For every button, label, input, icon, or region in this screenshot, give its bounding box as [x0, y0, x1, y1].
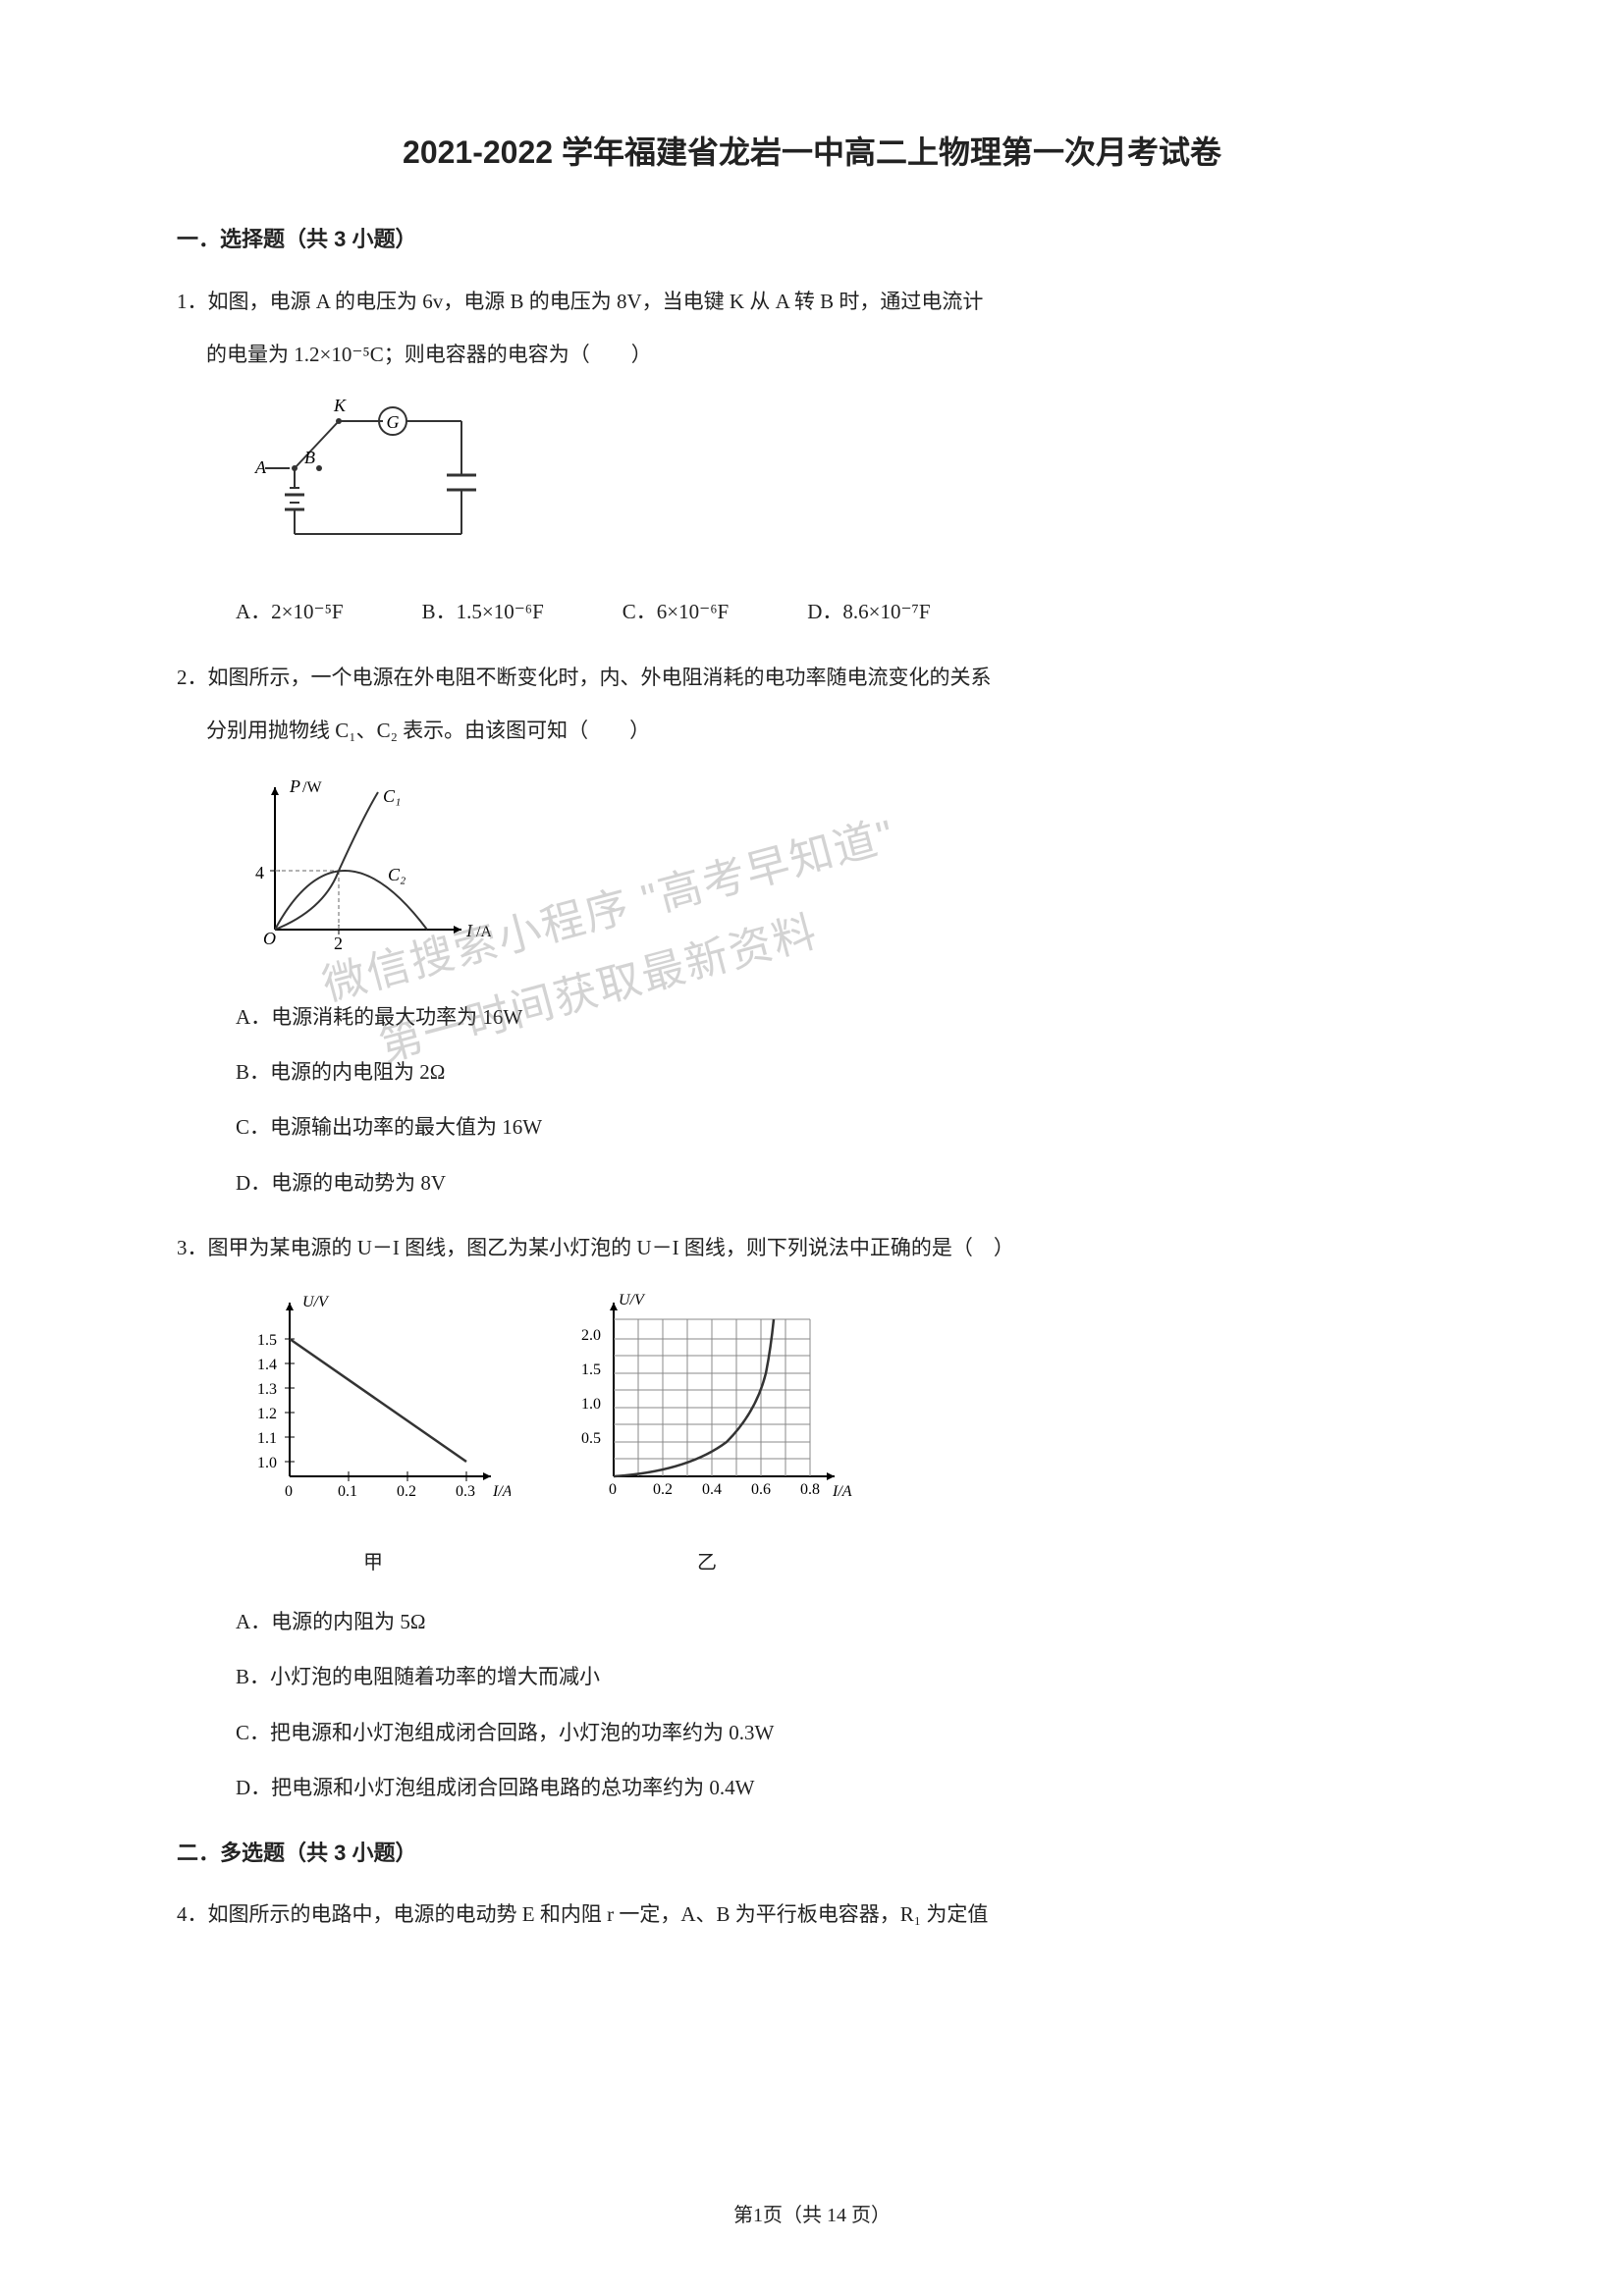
svg-text:1.3: 1.3 — [257, 1381, 277, 1398]
section1-header: 一．选择题（共 3 小题） — [177, 216, 1447, 263]
svg-text:2: 2 — [334, 934, 343, 953]
q3-chart-left-label: 甲 — [236, 1541, 511, 1584]
question-3: 3．图甲为某电源的 U－I 图线，图乙为某小灯泡的 U－I 图线，则下列说法中正… — [177, 1225, 1447, 1810]
svg-text:G: G — [387, 412, 400, 432]
svg-text:0.2: 0.2 — [397, 1483, 416, 1500]
svg-text:1.2: 1.2 — [257, 1406, 277, 1422]
q2-option-d: D．电源的电动势为 8V — [236, 1160, 1447, 1205]
svg-text:0.6: 0.6 — [751, 1481, 771, 1498]
section2-header: 二．多选题（共 3 小题） — [177, 1830, 1447, 1877]
q1-circuit-diagram: G K A B — [177, 397, 1447, 569]
svg-text:I/A: I/A — [492, 1483, 511, 1500]
question-2: 2．如图所示，一个电源在外电阻不断变化时，内、外电阻消耗的电功率随电流变化的关系… — [177, 655, 1447, 1205]
q3-chart-right-label: 乙 — [560, 1541, 854, 1584]
q2-options: A．电源消耗的最大功率为 16W B．电源的内电阻为 2Ω C．电源输出功率的最… — [177, 994, 1447, 1205]
svg-text:C₁: C₁ — [383, 786, 401, 806]
q2-text-line2: 分别用抛物线 C₁、C₂ 表示。由该图可知（ ） — [177, 708, 1447, 753]
question-4: 4．如图所示的电路中，电源的电动势 E 和内阻 r 一定，A、B 为平行板电容器… — [177, 1892, 1447, 1937]
svg-text:1.5: 1.5 — [257, 1332, 277, 1349]
svg-text:0.2: 0.2 — [653, 1481, 673, 1498]
q3-charts: U/V I/A 1.0 1.1 1.2 1.3 1.4 1.5 0 0.1 — [177, 1285, 1447, 1584]
svg-text:0: 0 — [285, 1483, 293, 1500]
q3-text: 3．图甲为某电源的 U－I 图线，图乙为某小灯泡的 U－I 图线，则下列说法中正… — [177, 1225, 1447, 1270]
svg-text:P: P — [289, 776, 300, 796]
exam-title: 2021-2022 学年福建省龙岩一中高二上物理第一次月考试卷 — [177, 118, 1447, 187]
q1-text-line1: 1．如图，电源 A 的电压为 6v，电源 B 的电压为 8V，当电键 K 从 A… — [177, 279, 1447, 324]
svg-text:B: B — [304, 448, 315, 467]
q1-option-d: D．8.6×10⁻⁷F — [807, 589, 930, 634]
svg-text:4: 4 — [255, 863, 264, 882]
svg-text:/A: /A — [476, 924, 491, 940]
q2-option-a: A．电源消耗的最大功率为 16W — [236, 994, 1447, 1040]
q2-option-c: C．电源输出功率的最大值为 16W — [236, 1104, 1447, 1149]
svg-text:K: K — [333, 397, 347, 415]
svg-text:0.4: 0.4 — [702, 1481, 722, 1498]
page-footer: 第1页（共 14 页） — [0, 2194, 1624, 2237]
q2-option-b: B．电源的内电阻为 2Ω — [236, 1049, 1447, 1095]
svg-text:1.4: 1.4 — [257, 1357, 277, 1373]
q1-option-b: B．1.5×10⁻⁶F — [422, 589, 544, 634]
q3-options: A．电源的内阻为 5Ω B．小灯泡的电阻随着功率的增大而减小 C．把电源和小灯泡… — [177, 1599, 1447, 1810]
svg-text:0: 0 — [609, 1481, 617, 1498]
svg-text:1.0: 1.0 — [581, 1396, 601, 1413]
q2-text-line1: 2．如图所示，一个电源在外电阻不断变化时，内、外电阻消耗的电功率随电流变化的关系 — [177, 655, 1447, 700]
q1-option-c: C．6×10⁻⁶F — [623, 589, 729, 634]
svg-text:1.0: 1.0 — [257, 1455, 277, 1471]
svg-text:0.3: 0.3 — [456, 1483, 475, 1500]
svg-text:1.5: 1.5 — [581, 1362, 601, 1378]
q4-text: 4．如图所示的电路中，电源的电动势 E 和内阻 r 一定，A、B 为平行板电容器… — [177, 1892, 1447, 1937]
q1-option-a: A．2×10⁻⁵F — [236, 589, 344, 634]
svg-text:2.0: 2.0 — [581, 1327, 601, 1344]
svg-text:C₂: C₂ — [388, 865, 406, 884]
svg-text:O: O — [263, 929, 276, 948]
q3-option-a: A．电源的内阻为 5Ω — [236, 1599, 1447, 1644]
svg-text:I: I — [465, 921, 473, 940]
q2-chart: P /W I /A O 4 2 C₁ C₂ — [177, 773, 1447, 975]
svg-text:0.8: 0.8 — [800, 1481, 820, 1498]
svg-text:0.5: 0.5 — [581, 1430, 601, 1447]
q1-text-line2: 的电量为 1.2×10⁻⁵C；则电容器的电容为（ ） — [177, 332, 1447, 377]
svg-text:U/V: U/V — [302, 1294, 330, 1310]
svg-text:I/A: I/A — [832, 1483, 852, 1500]
q3-chart-right: U/V I/A — [560, 1285, 854, 1584]
svg-text:U/V: U/V — [619, 1292, 646, 1308]
svg-text:/W: /W — [302, 779, 322, 796]
svg-text:0.1: 0.1 — [338, 1483, 357, 1500]
svg-text:1.1: 1.1 — [257, 1430, 277, 1447]
q1-options: A．2×10⁻⁵F B．1.5×10⁻⁶F C．6×10⁻⁶F D．8.6×10… — [177, 589, 1447, 634]
q3-chart-left: U/V I/A 1.0 1.1 1.2 1.3 1.4 1.5 0 0.1 — [236, 1285, 511, 1584]
q3-option-d: D．把电源和小灯泡组成闭合回路电路的总功率约为 0.4W — [236, 1765, 1447, 1810]
q3-option-c: C．把电源和小灯泡组成闭合回路，小灯泡的功率约为 0.3W — [236, 1710, 1447, 1755]
question-1: 1．如图，电源 A 的电压为 6v，电源 B 的电压为 8V，当电键 K 从 A… — [177, 279, 1447, 635]
q3-option-b: B．小灯泡的电阻随着功率的增大而减小 — [236, 1654, 1447, 1699]
